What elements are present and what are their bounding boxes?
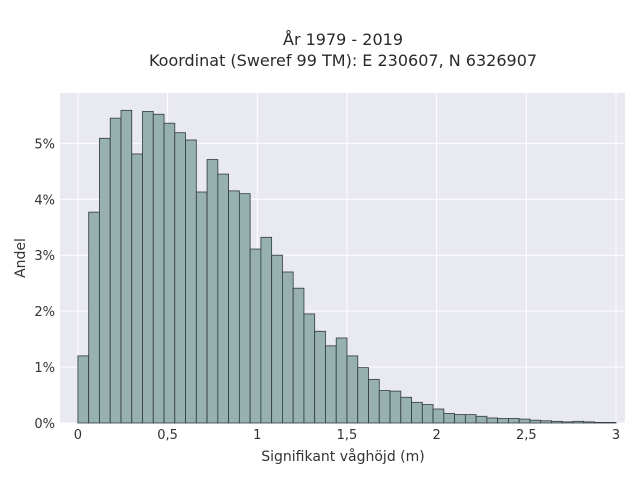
histogram-bar [551, 420, 563, 424]
histogram-bar [303, 313, 316, 424]
histogram-bar [583, 421, 595, 424]
histogram-bar [228, 190, 240, 424]
x-tick-label: 3 [612, 428, 620, 443]
histogram-bar [131, 153, 143, 424]
y-axis-ticks: 0% 1% 2% 3% 4% 5% [34, 137, 55, 432]
chart-subtitle: Koordinat (Sweref 99 TM): E 230607, N 63… [149, 51, 537, 70]
y-tick-label: 2% [34, 305, 55, 320]
histogram-bar [314, 330, 326, 424]
histogram-bar [475, 415, 488, 424]
x-tick-label: 2 [433, 428, 441, 443]
histogram-bar [260, 236, 273, 424]
histogram-bar [238, 193, 251, 424]
histogram-bar [77, 355, 90, 424]
histogram-bar [206, 159, 219, 424]
histogram-bar [454, 414, 466, 424]
histogram-bar [346, 355, 359, 424]
chart-title: År 1979 - 2019 [283, 30, 403, 49]
histogram-bar [400, 396, 412, 424]
histogram-bar [109, 117, 122, 424]
histogram-bar [142, 111, 154, 424]
histogram-bar [325, 345, 337, 424]
histogram-bar [594, 422, 606, 424]
x-tick-label: 0 [74, 428, 82, 443]
bars [77, 109, 617, 424]
x-axis-ticks: 0 0,5 1 1,5 2 2,5 3 [74, 428, 620, 443]
histogram-bar [335, 337, 348, 424]
histogram-bar [357, 367, 369, 424]
x-tick-label: 1,5 [337, 428, 358, 443]
histogram-bar [99, 137, 111, 424]
histogram-bar [249, 248, 262, 424]
histogram-bar [572, 420, 585, 424]
histogram-bar [561, 421, 574, 424]
histogram-bar [389, 390, 402, 424]
histogram-bar [540, 420, 552, 424]
x-axis-label: Signifikant våghöjd (m) [261, 448, 424, 465]
histogram-bar [120, 109, 133, 424]
histogram-bar [518, 418, 531, 424]
histogram-bar [88, 211, 100, 424]
histogram-bar [508, 418, 520, 424]
y-tick-label: 4% [34, 193, 55, 208]
histogram-bar [185, 139, 197, 424]
histogram-bar [368, 378, 380, 424]
x-tick-label: 2,5 [516, 428, 537, 443]
histogram-bar [497, 418, 509, 424]
histogram-bar [411, 401, 423, 424]
y-tick-label: 0% [34, 417, 55, 432]
y-tick-label: 3% [34, 249, 55, 264]
histogram-bar [432, 408, 445, 424]
histogram-bar [292, 287, 305, 424]
histogram-bar [174, 132, 186, 424]
y-tick-label: 1% [34, 361, 55, 376]
histogram-bar [217, 173, 230, 424]
x-tick-label: 0,5 [157, 428, 178, 443]
x-tick-label: 1 [253, 428, 261, 443]
histogram-bar [195, 191, 208, 424]
histogram-bar [421, 404, 434, 424]
histogram-bar [378, 390, 391, 424]
histogram-bar [282, 271, 294, 424]
histogram-bar [163, 122, 176, 424]
histogram-bar [486, 417, 499, 424]
y-tick-label: 5% [34, 137, 55, 152]
histogram-bar [443, 413, 456, 424]
histogram-bar [271, 254, 283, 424]
histogram-bar [464, 414, 477, 424]
histogram-bar [529, 419, 542, 424]
y-axis-label: Andel [13, 238, 29, 278]
histogram-bar [152, 113, 165, 424]
histogram-bar [604, 422, 617, 424]
